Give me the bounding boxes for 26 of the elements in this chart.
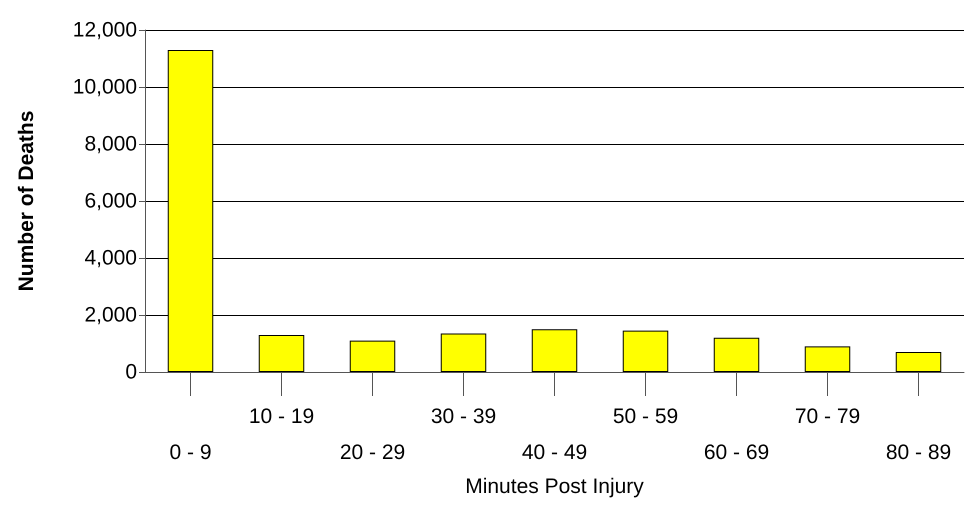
y-tick-label: 12,000 — [72, 18, 137, 42]
bar — [896, 352, 942, 372]
bar — [714, 338, 760, 372]
y-tick-label: 2,000 — [84, 304, 137, 326]
bar — [440, 334, 486, 372]
x-tick-label: 50 - 59 — [612, 405, 678, 428]
x-tick-label: 30 - 39 — [430, 405, 496, 428]
x-tick-label: 10 - 19 — [248, 405, 314, 428]
x-tick-label: 80 - 89 — [886, 441, 952, 464]
bar — [622, 330, 668, 372]
y-tick-label: 6,000 — [84, 190, 137, 212]
y-tick-label: 8,000 — [84, 132, 137, 156]
y-tick-label: 10,000 — [72, 76, 137, 98]
x-tick-label: 40 - 49 — [522, 441, 588, 464]
y-tick-label: 0 — [125, 360, 137, 384]
x-tick-label: 70 - 79 — [794, 405, 860, 428]
bar — [258, 334, 304, 372]
x-tick-label: 60 - 69 — [704, 441, 770, 464]
bar — [532, 329, 578, 372]
bar — [350, 340, 396, 372]
x-tick-label: 0 - 9 — [169, 441, 212, 464]
x-tick-label: 20 - 29 — [340, 441, 406, 464]
y-tick-label: 4,000 — [84, 246, 137, 270]
y-axis-title: Number of Deaths — [15, 110, 38, 292]
x-axis-title: Minutes Post Injury — [465, 475, 644, 498]
bar — [804, 346, 850, 372]
